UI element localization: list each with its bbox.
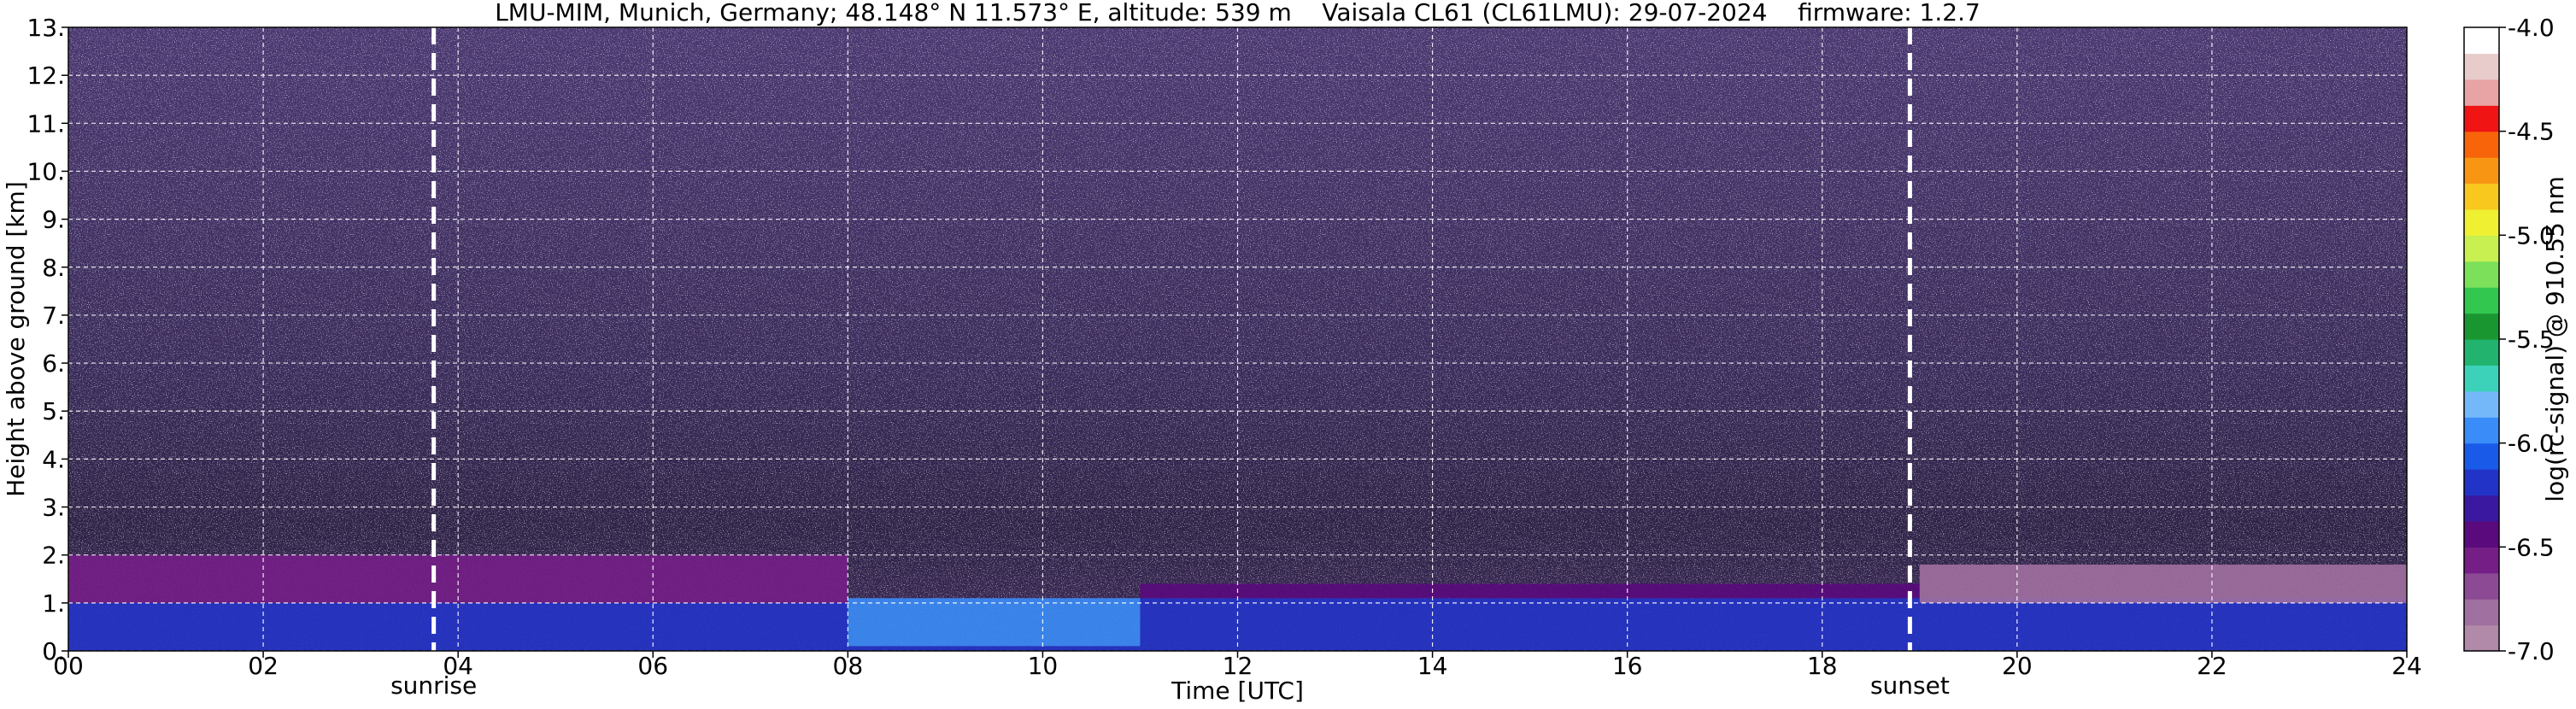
event-label: sunrise xyxy=(390,671,477,700)
event-lines xyxy=(431,27,1912,651)
y-tick-label: 8. xyxy=(42,254,65,282)
colorbar-segment xyxy=(2464,313,2499,340)
event-label: sunset xyxy=(1870,671,1950,700)
y-tick-label: 4. xyxy=(42,445,65,473)
x-tick-label: 02 xyxy=(248,652,279,680)
y-tick-label: 12. xyxy=(26,62,65,90)
y-tick-label: 3. xyxy=(42,494,65,522)
x-tick-label: 22 xyxy=(2197,652,2227,680)
y-tick-label: 1. xyxy=(42,589,65,618)
colorbar-tick-label: -6.0 xyxy=(2508,430,2555,458)
colorbar-segment xyxy=(2464,365,2499,392)
y-tick-label: 7. xyxy=(42,302,65,330)
colorbar-segment xyxy=(2464,520,2499,548)
x-tick-label: 24 xyxy=(2391,652,2422,680)
colorbar-label: log(rc-signal) @ 910.55 nm xyxy=(2541,176,2569,501)
colorbar-segment xyxy=(2464,157,2499,185)
x-tick-label: 10 xyxy=(1028,652,1059,680)
signal-layer xyxy=(848,598,1141,647)
y-tick-label: 0. xyxy=(42,637,65,665)
colorbar-segment xyxy=(2464,390,2499,418)
colorbar-segment xyxy=(2464,287,2499,314)
x-axis-label: Time [UTC] xyxy=(1171,677,1304,705)
colorbar-tick-label: -6.5 xyxy=(2508,533,2555,561)
y-axis-label: Height above ground [km] xyxy=(2,181,30,497)
y-tick-label: 13. xyxy=(26,14,65,42)
event-labels: sunrise sunset xyxy=(390,671,1950,700)
colorbar-segment xyxy=(2464,79,2499,106)
signal-layer xyxy=(1140,583,1920,599)
colorbar-segment xyxy=(2464,53,2499,80)
colorbar-tick-label: -7.0 xyxy=(2508,637,2555,665)
y-tick-label: 2. xyxy=(42,542,65,570)
colorbar-segment xyxy=(2464,339,2499,366)
colorbar-segment xyxy=(2464,442,2499,470)
colorbar-tick-label: -4.5 xyxy=(2508,118,2555,146)
x-axis-ticks: 00 02 04 06 08 10 12 14 16 18 20 22 24 xyxy=(53,651,2422,680)
x-tick-label: 14 xyxy=(1417,652,1448,680)
signal-layer xyxy=(1140,598,2407,647)
colorbar-segment xyxy=(2464,417,2499,444)
colorbar-tick-label: -4.0 xyxy=(2508,14,2555,42)
colorbar-segment xyxy=(2464,495,2499,522)
colorbar-segment xyxy=(2464,547,2499,574)
colorbar-segment xyxy=(2464,261,2499,288)
colorbar-segment xyxy=(2464,469,2499,496)
x-tick-label: 12 xyxy=(1223,652,1253,680)
colorbar-segment xyxy=(2464,572,2499,600)
colorbar-segment xyxy=(2464,27,2499,55)
signal-layer xyxy=(68,554,848,603)
chart-title: LMU-MIM, Munich, Germany; 48.148° N 11.5… xyxy=(495,0,1980,26)
y-tick-label: 9. xyxy=(42,206,65,234)
grid xyxy=(68,27,2407,651)
colorbar-tick-label: -5.0 xyxy=(2508,221,2555,249)
colorbar-segment xyxy=(2464,105,2499,132)
colorbar-segment xyxy=(2464,208,2499,236)
x-tick-label: 08 xyxy=(833,652,864,680)
colorbar-segment xyxy=(2464,183,2499,210)
x-tick-label: 00 xyxy=(53,652,84,680)
colorbar-segment xyxy=(2464,235,2499,262)
colorbar: -7.0 -6.5 -6.0 -5.5 -5.0 -4.5 -4.0 xyxy=(2463,14,2555,665)
x-tick-label: 18 xyxy=(1807,652,1838,680)
colorbar-segment xyxy=(2464,624,2499,652)
plot-area xyxy=(68,27,2407,651)
colorbar-segment xyxy=(2464,599,2499,626)
y-tick-label: 6. xyxy=(42,349,65,378)
signal-layer xyxy=(1919,564,2407,603)
signal-layer xyxy=(68,646,2407,651)
y-tick-label: 11. xyxy=(26,109,65,138)
colorbar-tick-label: -5.5 xyxy=(2508,325,2555,354)
y-tick-label: 5. xyxy=(42,397,65,425)
x-tick-label: 04 xyxy=(443,652,473,680)
x-tick-label: 20 xyxy=(2002,652,2033,680)
signal-layers xyxy=(68,554,2407,651)
y-tick-label: 10. xyxy=(26,157,65,185)
signal-layer xyxy=(68,602,848,647)
x-tick-label: 06 xyxy=(637,652,668,680)
x-tick-label: 16 xyxy=(1612,652,1643,680)
colorbar-segment xyxy=(2464,131,2499,158)
y-axis-ticks: 0. 1. 2. 3. 4. 5. 6. 7. 8. 9. 10. 11. 12. 13. xyxy=(26,14,68,665)
